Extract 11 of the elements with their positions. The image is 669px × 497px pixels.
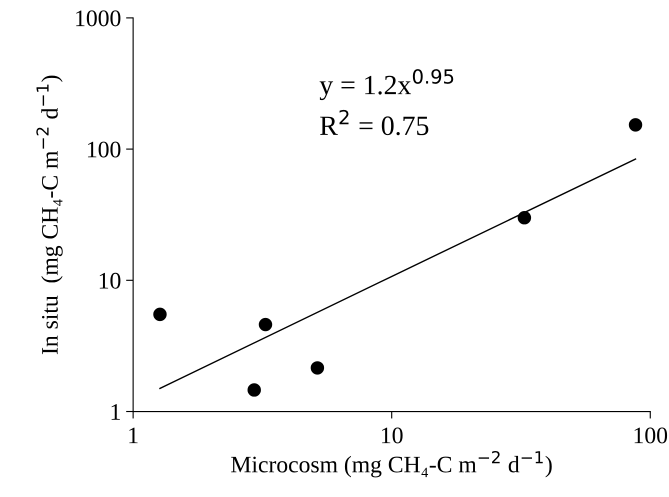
annotation: y = 1.2x$^{0.95}$ [320, 69, 454, 100]
x-tick-label: 1 [129, 428, 138, 444]
y-tick-label: 1 [112, 404, 120, 420]
x-axis-title: Microcosm (mg CH₄-C m$^{−2}$ d$^{−1}$) [231, 450, 552, 478]
annotation: R$^{2}$ = 0.75 [320, 110, 428, 136]
y-axis-title: In situ (mg CH₄-C m$^{−2}$ d$^{−1}$) [36, 76, 63, 354]
y-tick-label: 1000 [76, 10, 120, 26]
y-tick-label: 100 [88, 142, 120, 158]
x-tick-label: 10 [382, 427, 403, 444]
y-tick-label: 10 [100, 272, 120, 289]
x-tick-label: 100 [634, 427, 668, 444]
